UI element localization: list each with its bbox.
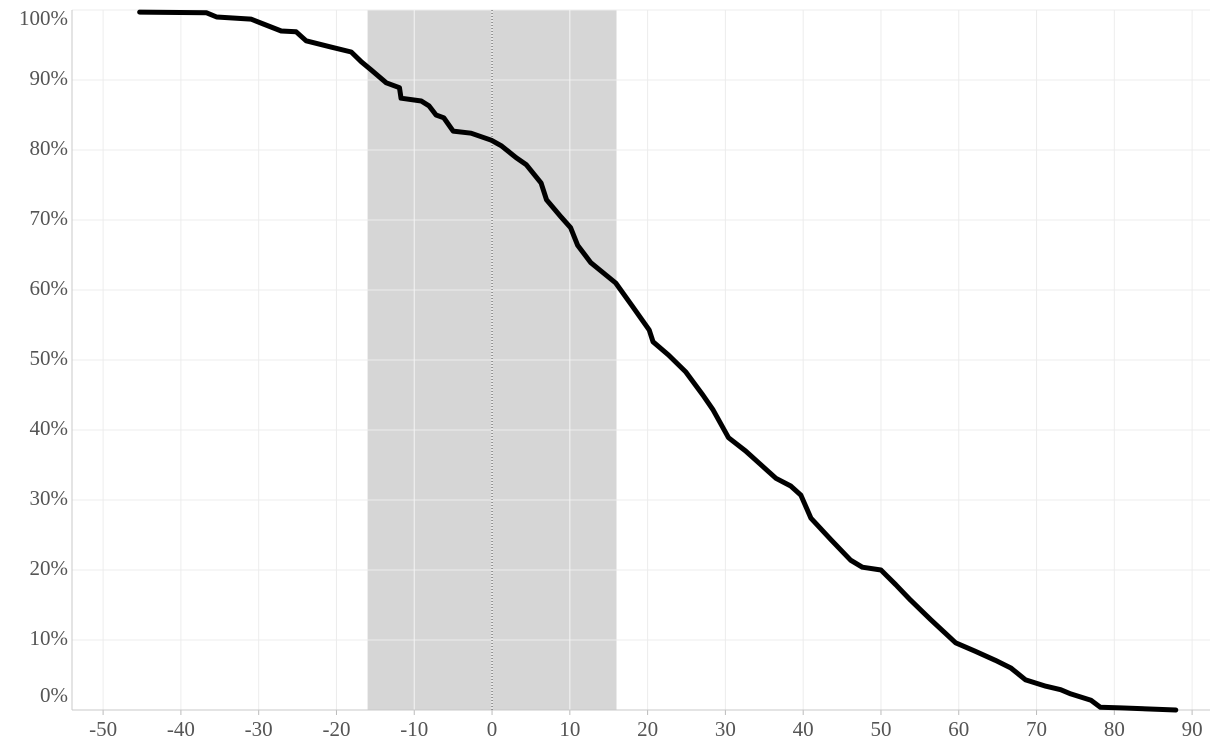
x-tick-label: 60 xyxy=(948,717,969,741)
x-tick-label: 70 xyxy=(1026,717,1047,741)
x-tick-label: 0 xyxy=(487,717,498,741)
y-tick-label: 60% xyxy=(30,276,69,300)
x-tick-label: -20 xyxy=(322,717,350,741)
y-tick-label: 90% xyxy=(30,66,69,90)
y-tick-label: 70% xyxy=(30,206,69,230)
y-tick-label: 80% xyxy=(30,136,69,160)
x-tick-label: -50 xyxy=(89,717,117,741)
y-tick-label: 50% xyxy=(30,346,69,370)
x-tick-label: 10 xyxy=(559,717,580,741)
x-tick-label: 50 xyxy=(870,717,891,741)
y-tick-label: 40% xyxy=(30,416,69,440)
x-tick-label: 30 xyxy=(715,717,736,741)
data-line xyxy=(137,9,1179,713)
y-tick-label: 100% xyxy=(19,6,68,30)
x-tick-label: 40 xyxy=(793,717,814,741)
x-tick-label: -10 xyxy=(400,717,428,741)
x-tick-label: 90 xyxy=(1182,717,1203,741)
x-tick-label: -40 xyxy=(167,717,195,741)
y-tick-label: 20% xyxy=(30,556,69,580)
y-tick-label: 0% xyxy=(40,683,68,707)
y-tick-label: 10% xyxy=(30,626,69,650)
x-tick-label: 20 xyxy=(637,717,658,741)
y-tick-label: 30% xyxy=(30,486,69,510)
x-tick-label: -30 xyxy=(245,717,273,741)
x-tick-label: 80 xyxy=(1104,717,1125,741)
